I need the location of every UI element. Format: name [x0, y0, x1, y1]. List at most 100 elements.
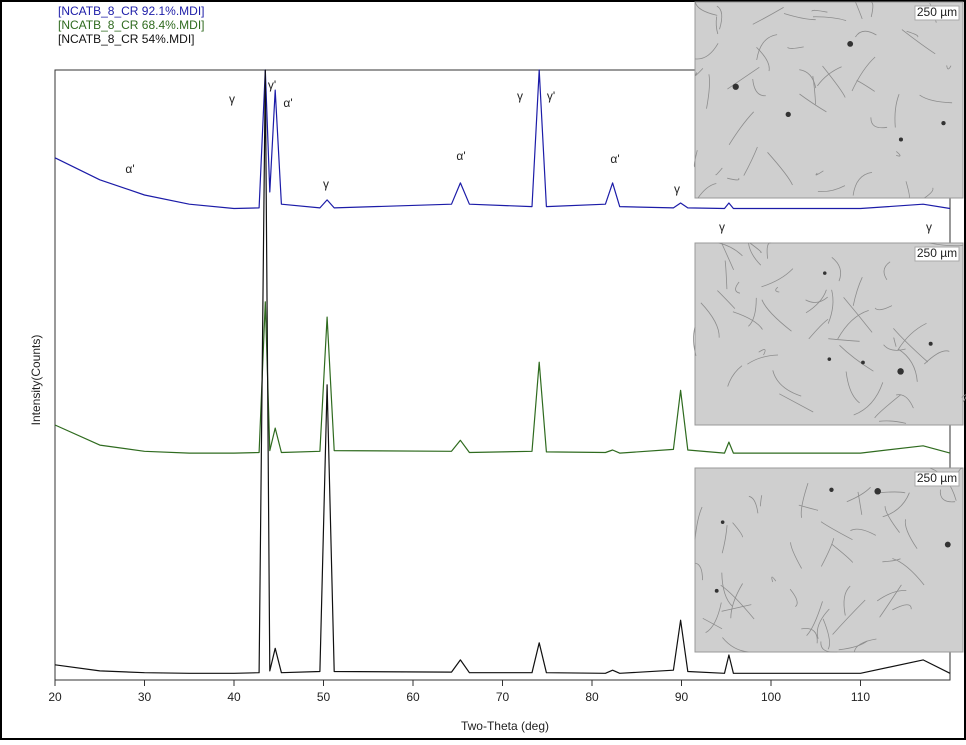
- grain-boundary: [846, 486, 871, 503]
- grain-boundary: [831, 543, 854, 563]
- grain-boundary: [721, 604, 752, 612]
- grain-boundary: [756, 47, 770, 72]
- grain-boundary: [856, 80, 875, 92]
- grain-boundary: [822, 65, 846, 98]
- grain-boundary: [752, 79, 766, 97]
- grain-boundary: [892, 558, 925, 586]
- grain-boundary: [771, 576, 777, 583]
- peak-label: γ: [323, 177, 329, 191]
- xrd-line: [54, 301, 951, 454]
- pore: [898, 137, 904, 142]
- grain-boundary: [870, 117, 888, 129]
- grain-boundary: [761, 299, 792, 332]
- grain-boundary: [806, 601, 823, 636]
- x-tick-label: 100: [761, 690, 781, 704]
- grain-boundary: [732, 311, 763, 330]
- grain-boundary: [722, 637, 749, 653]
- legend-entry: [NCATB_8_CR 68.4%.MDI]: [58, 18, 205, 32]
- grain-boundary: [747, 354, 779, 365]
- x-tick-label: 50: [317, 690, 331, 704]
- x-tick-label: 60: [406, 690, 420, 704]
- grain-boundary: [831, 256, 842, 282]
- grain-boundary: [759, 494, 763, 507]
- grain-boundary: [715, 167, 723, 176]
- grain-boundary: [808, 318, 829, 340]
- grain-boundary: [820, 641, 838, 653]
- scale-box: [914, 246, 960, 262]
- grain-boundary: [843, 585, 851, 616]
- grain-boundary: [779, 393, 814, 413]
- grain-boundary: [929, 242, 963, 247]
- grain-boundary: [884, 506, 900, 533]
- grain-boundary: [882, 492, 910, 518]
- grain-boundary: [766, 242, 772, 259]
- grain-boundary: [756, 34, 778, 61]
- grain-boundary: [800, 482, 809, 518]
- pore: [847, 40, 854, 47]
- pore: [874, 488, 881, 495]
- grain-boundary: [730, 583, 743, 619]
- grain-boundary: [817, 185, 846, 193]
- grain-boundary: [851, 56, 876, 92]
- pore: [928, 341, 933, 346]
- pore: [897, 368, 904, 375]
- grain-boundary: [901, 29, 936, 55]
- grain-boundary: [721, 572, 733, 607]
- grain-boundary: [748, 242, 762, 266]
- peak-label: γ: [517, 89, 523, 103]
- grain-boundary: [852, 172, 873, 196]
- grain-boundary: [758, 349, 766, 356]
- grain-boundary: [743, 146, 758, 176]
- grain-boundary: [897, 322, 927, 351]
- grain-boundary: [767, 152, 793, 186]
- grain-boundary: [811, 9, 828, 13]
- pore: [941, 120, 946, 126]
- peak-label: γ': [268, 78, 276, 92]
- grain-boundary: [827, 289, 834, 324]
- grain-boundary: [787, 46, 804, 49]
- grain-boundary: [694, 1, 718, 16]
- micrograph-image: [694, 1, 964, 199]
- pore: [732, 83, 739, 90]
- grain-boundary: [845, 371, 860, 404]
- grain-boundary: [838, 640, 868, 651]
- grain-boundary: [837, 310, 869, 340]
- peak-label: γ': [547, 89, 555, 103]
- pore: [785, 111, 791, 118]
- x-tick-label: 20: [48, 690, 62, 704]
- pore: [714, 588, 719, 593]
- grain-boundary: [832, 599, 866, 635]
- grain-boundary: [693, 150, 698, 168]
- legend-entry: [NCATB_8_CR 92.1%.MDI]: [58, 4, 205, 18]
- grain-boundary: [752, 7, 784, 25]
- grain-boundary: [772, 370, 802, 397]
- grain-boundary: [700, 302, 720, 338]
- grain-boundary: [882, 558, 901, 563]
- grain-boundary: [896, 151, 901, 157]
- micrograph-image: [694, 467, 964, 653]
- peak-label: α': [283, 96, 292, 110]
- peak-label: γ: [719, 220, 725, 234]
- grain-boundary: [775, 286, 780, 293]
- grain-boundary: [805, 296, 828, 303]
- pore: [823, 271, 827, 275]
- grain-boundary: [716, 5, 723, 30]
- grain-boundary: [717, 290, 736, 309]
- grain-boundary: [879, 584, 902, 618]
- scale-label: 250 µm: [917, 5, 957, 19]
- micrograph: 250 µm: [693, 1, 964, 199]
- peak-label: α': [456, 149, 465, 163]
- grain-boundary: [732, 522, 743, 538]
- grain-boundary: [946, 65, 952, 70]
- grain-boundary: [724, 260, 728, 290]
- grain-boundary: [880, 491, 906, 494]
- grain-boundary: [783, 13, 816, 21]
- grain-boundary: [828, 338, 860, 342]
- xrd-line: [54, 69, 951, 674]
- grain-boundary: [748, 495, 759, 514]
- x-tick-label: 80: [585, 690, 599, 704]
- peak-label: γ: [926, 220, 932, 234]
- pore: [944, 541, 951, 548]
- grain-boundary: [894, 94, 900, 128]
